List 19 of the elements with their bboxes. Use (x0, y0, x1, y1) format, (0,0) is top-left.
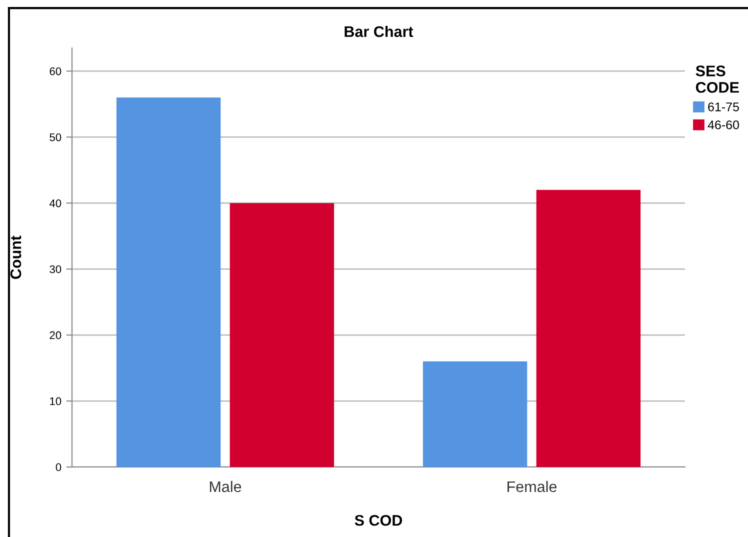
legend-label: 61-75 (708, 102, 739, 112)
y-tick-label: 0 (56, 463, 62, 472)
bar (422, 361, 528, 467)
y-tick-label: 20 (50, 331, 62, 340)
y-tick-label: 40 (49, 199, 62, 208)
chart-title: Bar Chart (344, 26, 414, 38)
bar (536, 190, 641, 467)
y-tick-label: 60 (50, 67, 62, 76)
legend-label: 46-60 (708, 120, 739, 130)
bar (116, 97, 221, 467)
x-tick-label: Male (210, 480, 242, 492)
y-axis-title: Count (10, 236, 22, 279)
x-axis-title: S COD (354, 514, 402, 526)
legend-title: SES CODE (696, 66, 739, 93)
y-tick-label: 50 (50, 133, 62, 142)
bar (230, 203, 334, 467)
y-tick-label: 10 (50, 397, 62, 406)
x-tick-label: Female (508, 480, 557, 492)
y-tick-label: 30 (50, 265, 62, 274)
